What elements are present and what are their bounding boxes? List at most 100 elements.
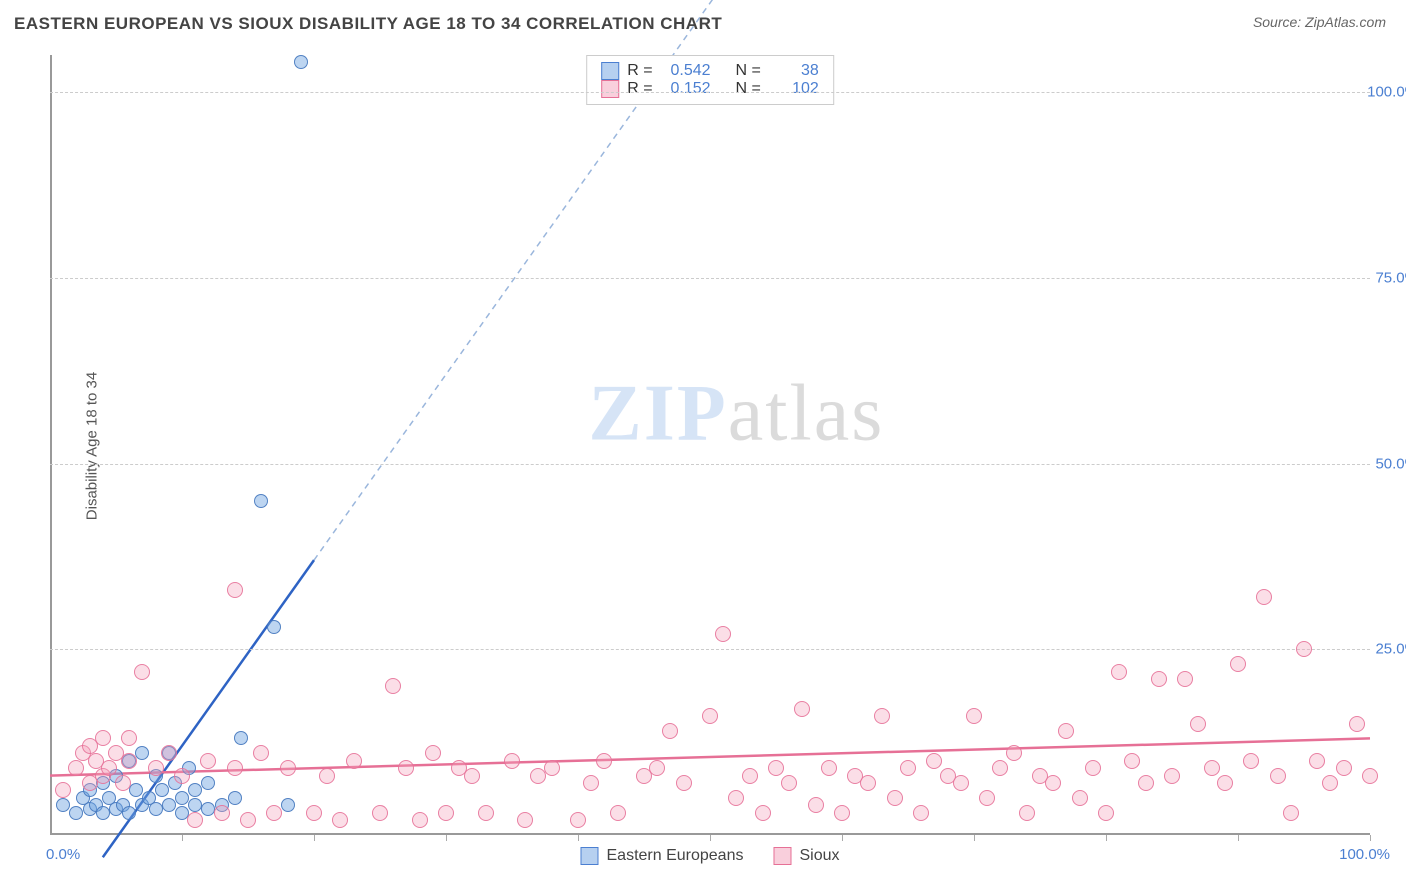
data-point bbox=[926, 753, 942, 769]
legend-row: R = 0.542 N = 38 bbox=[601, 62, 819, 80]
x-tick-0: 0.0% bbox=[46, 846, 80, 863]
legend-r-value: 0.542 bbox=[661, 62, 711, 80]
x-tick-mark bbox=[974, 835, 975, 841]
data-point bbox=[1045, 775, 1061, 791]
data-point bbox=[253, 745, 269, 761]
watermark: ZIPatlas bbox=[588, 368, 884, 459]
data-point bbox=[1243, 753, 1259, 769]
data-point bbox=[1230, 656, 1246, 672]
legend-item: Sioux bbox=[773, 847, 839, 865]
data-point bbox=[56, 798, 70, 812]
y-tick-label: 100.0% bbox=[1367, 84, 1406, 101]
data-point bbox=[834, 805, 850, 821]
data-point bbox=[649, 760, 665, 776]
x-tick-mark bbox=[578, 835, 579, 841]
data-point bbox=[1124, 753, 1140, 769]
data-point bbox=[662, 723, 678, 739]
plot-area: ZIPatlas R = 0.542 N = 38R = 0.152 N = 1… bbox=[50, 55, 1370, 835]
data-point bbox=[214, 805, 230, 821]
data-point bbox=[95, 730, 111, 746]
data-point bbox=[1164, 768, 1180, 784]
legend-swatch bbox=[773, 847, 791, 865]
legend-n-label: N = bbox=[735, 80, 760, 98]
data-point bbox=[200, 753, 216, 769]
data-point bbox=[227, 760, 243, 776]
x-tick-mark bbox=[710, 835, 711, 841]
legend-r-label: R = bbox=[627, 62, 652, 80]
data-point bbox=[294, 55, 308, 69]
data-point bbox=[1085, 760, 1101, 776]
data-point bbox=[266, 805, 282, 821]
x-tick-mark bbox=[1238, 835, 1239, 841]
data-point bbox=[1006, 745, 1022, 761]
data-point bbox=[1322, 775, 1338, 791]
data-point bbox=[280, 760, 296, 776]
data-point bbox=[1138, 775, 1154, 791]
chart-title: EASTERN EUROPEAN VS SIOUX DISABILITY AGE… bbox=[14, 14, 722, 34]
correlation-legend: R = 0.542 N = 38R = 0.152 N = 102 bbox=[586, 55, 834, 105]
data-point bbox=[188, 783, 202, 797]
data-point bbox=[69, 806, 83, 820]
legend-r-value: 0.152 bbox=[661, 80, 711, 98]
data-point bbox=[1283, 805, 1299, 821]
data-point bbox=[149, 802, 163, 816]
data-point bbox=[175, 791, 189, 805]
data-point bbox=[1177, 671, 1193, 687]
legend-swatch bbox=[601, 62, 619, 80]
data-point bbox=[583, 775, 599, 791]
data-point bbox=[570, 812, 586, 828]
data-point bbox=[68, 760, 84, 776]
data-point bbox=[478, 805, 494, 821]
data-point bbox=[1336, 760, 1352, 776]
data-point bbox=[201, 776, 215, 790]
x-tick-mark bbox=[1106, 835, 1107, 841]
data-point bbox=[610, 805, 626, 821]
data-point bbox=[1309, 753, 1325, 769]
data-point bbox=[596, 753, 612, 769]
data-point bbox=[438, 805, 454, 821]
data-point bbox=[966, 708, 982, 724]
data-point bbox=[412, 812, 428, 828]
data-point bbox=[385, 678, 401, 694]
data-point bbox=[702, 708, 718, 724]
y-tick-label: 25.0% bbox=[1375, 641, 1406, 658]
data-point bbox=[874, 708, 890, 724]
data-point bbox=[1270, 768, 1286, 784]
data-point bbox=[188, 798, 202, 812]
data-point bbox=[821, 760, 837, 776]
data-point bbox=[121, 730, 137, 746]
data-point bbox=[174, 768, 190, 784]
data-point bbox=[504, 753, 520, 769]
y-axis bbox=[50, 55, 52, 835]
data-point bbox=[129, 783, 143, 797]
legend-r-label: R = bbox=[627, 80, 652, 98]
data-point bbox=[808, 797, 824, 813]
data-point bbox=[1349, 716, 1365, 732]
data-point bbox=[227, 582, 243, 598]
grid-line bbox=[50, 278, 1370, 279]
data-point bbox=[517, 812, 533, 828]
grid-line bbox=[50, 464, 1370, 465]
x-tick-mark bbox=[314, 835, 315, 841]
data-point bbox=[135, 746, 149, 760]
legend-item: Eastern Europeans bbox=[580, 847, 743, 865]
data-point bbox=[887, 790, 903, 806]
data-point bbox=[234, 731, 248, 745]
x-tick-mark bbox=[446, 835, 447, 841]
y-tick-label: 75.0% bbox=[1375, 269, 1406, 286]
data-point bbox=[267, 620, 281, 634]
data-point bbox=[742, 768, 758, 784]
data-point bbox=[1204, 760, 1220, 776]
data-point bbox=[464, 768, 480, 784]
data-point bbox=[1256, 589, 1272, 605]
grid-line bbox=[50, 92, 1370, 93]
data-point bbox=[281, 798, 295, 812]
data-point bbox=[101, 760, 117, 776]
data-point bbox=[55, 782, 71, 798]
data-point bbox=[1217, 775, 1233, 791]
data-point bbox=[979, 790, 995, 806]
data-point bbox=[1072, 790, 1088, 806]
data-point bbox=[768, 760, 784, 776]
data-point bbox=[240, 812, 256, 828]
data-point bbox=[346, 753, 362, 769]
